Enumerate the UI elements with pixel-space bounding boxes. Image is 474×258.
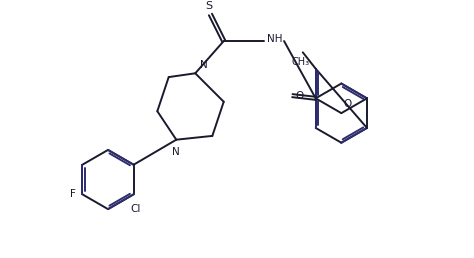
Text: F: F: [70, 189, 75, 199]
Text: N: N: [173, 147, 180, 157]
Text: NH: NH: [267, 34, 283, 44]
Text: Cl: Cl: [130, 204, 141, 214]
Text: N: N: [200, 60, 208, 69]
Text: O: O: [295, 91, 304, 101]
Text: O: O: [344, 99, 352, 109]
Text: S: S: [205, 1, 212, 11]
Text: CH₃: CH₃: [292, 57, 310, 67]
